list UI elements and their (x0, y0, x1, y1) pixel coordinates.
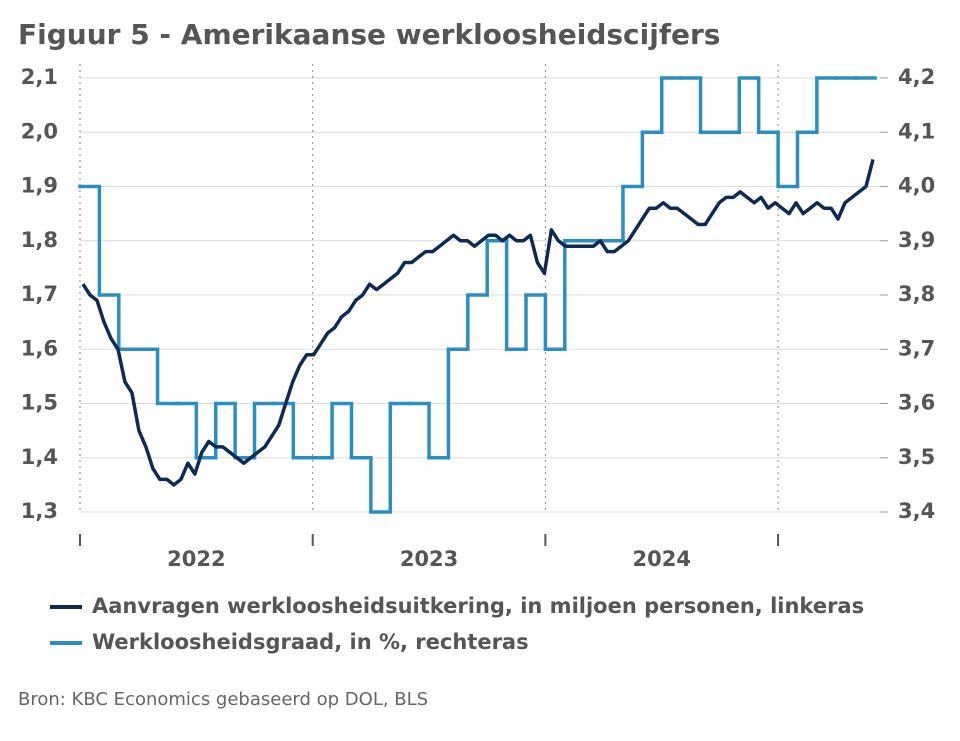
y-tick-label: 2,1 (21, 65, 58, 89)
y-tick-label: 1,4 (21, 445, 58, 469)
y2-tick-label: 3,8 (898, 282, 935, 306)
x-tick-label: 2023 (400, 547, 458, 571)
y-tick-label: 1,9 (21, 174, 58, 198)
legend-label: Werkloosheidsgraad, in %, rechteras (92, 630, 529, 654)
y-tick-label: 1,8 (21, 228, 58, 252)
y-tick-label: 2,0 (21, 119, 58, 143)
x-tick-label: 2024 (633, 547, 691, 571)
y2-tick-label: 3,6 (898, 391, 935, 415)
y-tick-label: 1,6 (21, 336, 58, 360)
source: Bron: KBC Economics gebaseerd op DOL, BL… (18, 689, 428, 710)
chart-title: Figuur 5 - Amerikaanse werkloosheidscijf… (18, 18, 720, 51)
data-line (81, 158, 875, 487)
x-tick-label: 2022 (167, 547, 225, 571)
y2-tick-label: 4,1 (898, 119, 935, 143)
y2-tick-label: 3,4 (898, 499, 935, 523)
y-tick-label: 1,3 (21, 499, 58, 523)
legend-label: Aanvragen werkloosheidsuitkering, in mil… (92, 594, 864, 618)
y-tick-label: 1,7 (21, 282, 58, 306)
y2-tick-label: 3,7 (898, 336, 935, 360)
y2-tick-label: 4,0 (898, 174, 935, 198)
y2-tick-label: 3,5 (898, 445, 935, 469)
y-tick-label: 1,5 (21, 391, 58, 415)
y2-tick-label: 4,2 (898, 65, 935, 89)
y2-tick-label: 3,9 (898, 228, 935, 252)
